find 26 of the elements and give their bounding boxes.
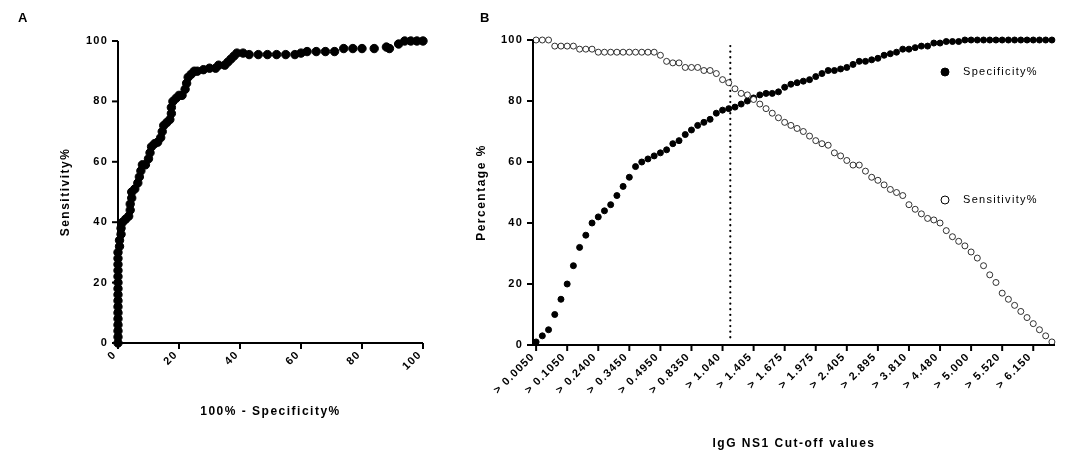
x-tick-label: 20 bbox=[160, 347, 180, 367]
x-tick-label: 0 bbox=[104, 347, 119, 362]
chart-title: B bbox=[480, 10, 490, 25]
y-tick-label: 100 bbox=[501, 32, 523, 45]
chart-title: A bbox=[18, 10, 28, 25]
y-tick-label: 20 bbox=[93, 275, 108, 288]
legend-label: Specificity% bbox=[963, 64, 1038, 77]
y-tick-label: 40 bbox=[93, 215, 108, 228]
y-tick-label: 60 bbox=[508, 154, 523, 167]
legend-label: Sensitivity% bbox=[963, 192, 1038, 205]
y-axis-title: Percentage % bbox=[474, 144, 489, 241]
y-tick-label: 100 bbox=[86, 33, 108, 46]
y-axis-title: Sensitivity% bbox=[58, 147, 73, 237]
x-axis-title: IgG NS1 Cut-off values bbox=[712, 436, 876, 450]
x-tick-label: 40 bbox=[221, 347, 241, 367]
y-tick-label: 80 bbox=[508, 93, 523, 106]
y-tick-label: 0 bbox=[100, 335, 108, 348]
y-tick-label: 20 bbox=[508, 276, 523, 289]
x-tick-label: 100 bbox=[399, 347, 424, 372]
x-tick-label: 60 bbox=[282, 347, 302, 367]
y-tick-label: 40 bbox=[508, 215, 523, 228]
x-axis-title: 100% - Specificity% bbox=[200, 404, 341, 418]
x-tick-label: 80 bbox=[343, 347, 363, 367]
y-tick-label: 60 bbox=[93, 154, 108, 167]
y-tick-label: 80 bbox=[93, 94, 108, 107]
y-tick-label: 0 bbox=[515, 337, 523, 350]
